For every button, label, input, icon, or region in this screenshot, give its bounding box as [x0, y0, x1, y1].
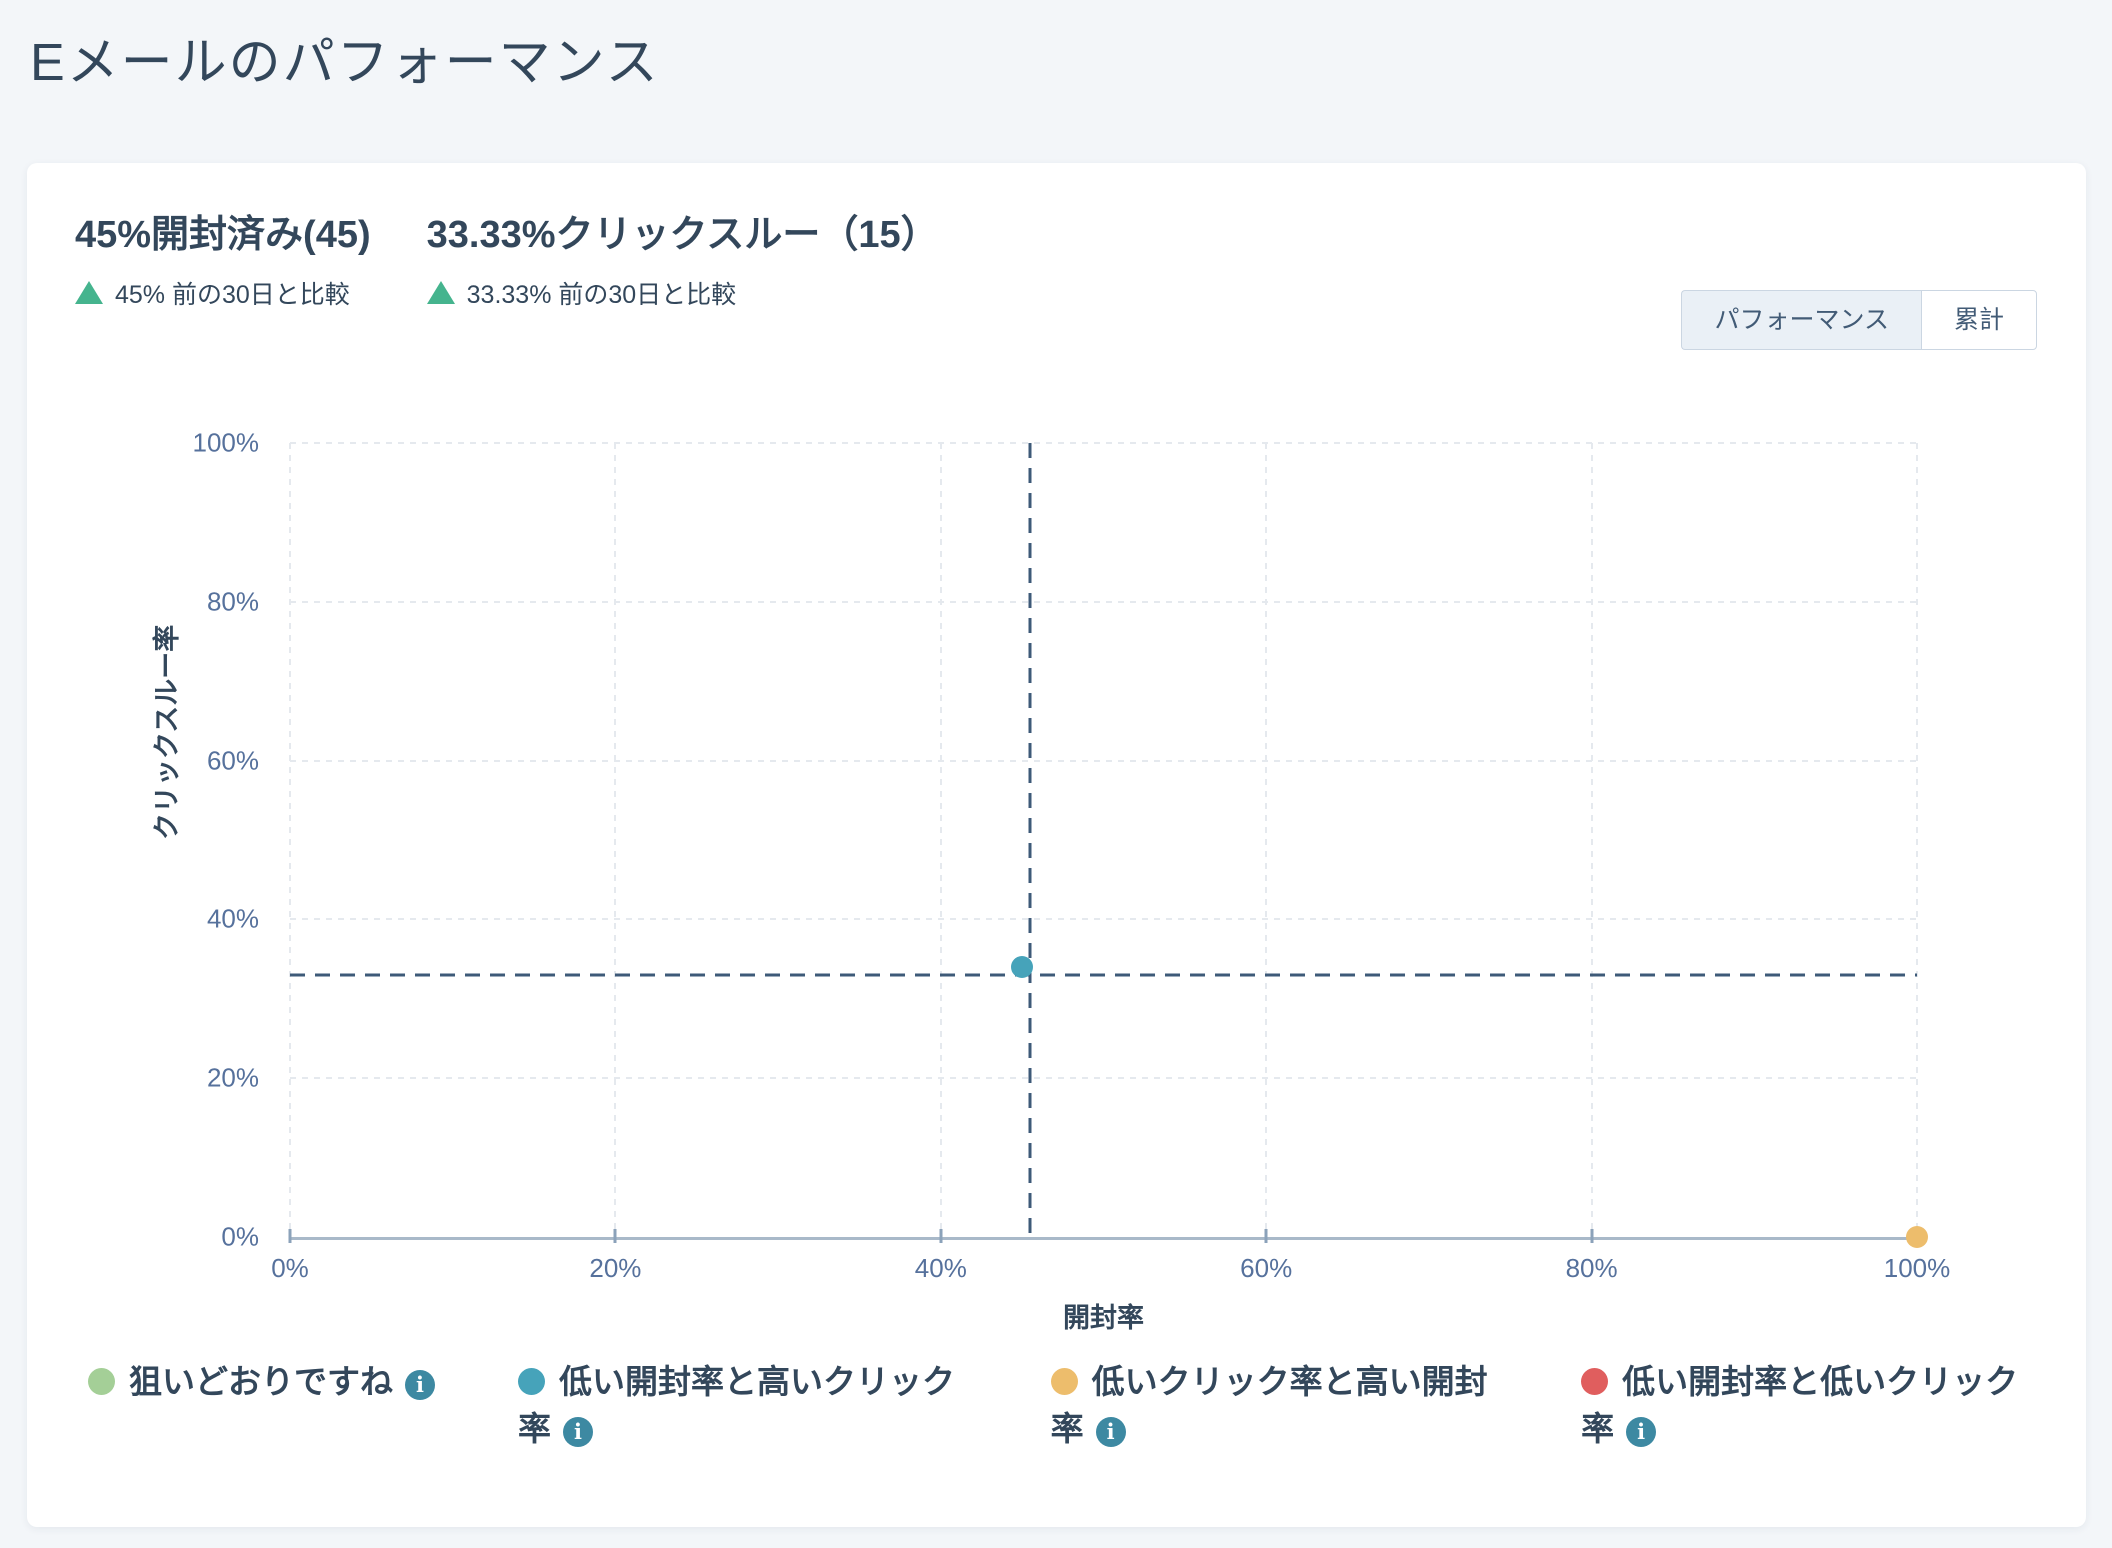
info-icon[interactable]: i [1095, 1416, 1126, 1447]
x-tick-label: 100% [1883, 1253, 1951, 1283]
x-tick-label: 20% [589, 1253, 642, 1283]
info-icon[interactable]: i [1626, 1416, 1657, 1447]
x-axis-title: 開封率 [1063, 1303, 1144, 1333]
x-axis-tickmark [613, 1229, 617, 1243]
legend-label: 低い開封率と低いクリック率 [1581, 1363, 2019, 1447]
legend-item[interactable]: 低い開封率と低いクリック率 i [1581, 1359, 2046, 1453]
stat-clickthrough-rate-comparison: 33.33% 前の30日と比較 [426, 275, 939, 311]
plot-area [288, 442, 1928, 1248]
y-tick-label: 40% [206, 903, 259, 934]
y-tick-label: 60% [206, 745, 259, 776]
y-tick-label: 80% [206, 586, 259, 617]
vertical-gridline [614, 443, 617, 1237]
legend-item[interactable]: 低いクリック率と高い開封率 i [1050, 1359, 1582, 1453]
toggle-cumulative-button[interactable]: 累計 [1920, 290, 2037, 350]
y-tick-label: 100% [192, 427, 260, 458]
legend-item[interactable]: 低い開封率と高いクリック率 i [518, 1359, 1051, 1453]
x-axis-tickmark [939, 1229, 943, 1243]
legend-label: 低いクリック率と高い開封率 [1050, 1363, 1488, 1447]
x-tick-label: 80% [1565, 1253, 1618, 1283]
view-toggle: パフォーマンス 累計 [1681, 290, 2037, 350]
y-tick-label: 0% [221, 1221, 259, 1252]
average-clickthrough-rate-crosshair-line [290, 973, 1917, 977]
stat-open-rate-value: 45%開封済み(45) [75, 214, 371, 256]
stat-open-rate-comparison-text: 45% 前の30日と比較 [115, 280, 350, 309]
vertical-gridline [1590, 443, 1593, 1237]
horizontal-gridline [290, 442, 1917, 444]
average-open-rate-crosshair-line [1028, 443, 1032, 1237]
x-axis-tickmark [1590, 1229, 1594, 1243]
horizontal-gridline [290, 600, 1917, 603]
trend-up-triangle-icon [75, 281, 103, 305]
horizontal-gridline [290, 918, 1917, 921]
legend-item[interactable]: 狙いどおりですね i [88, 1359, 518, 1406]
vertical-gridline [1265, 443, 1268, 1237]
toggle-performance-button[interactable]: パフォーマンス [1681, 290, 1921, 350]
x-axis-tickmark [1264, 1229, 1268, 1243]
stat-clickthrough-rate-value: 33.33%クリックスルー（15） [426, 214, 939, 256]
x-tick-label: 40% [914, 1253, 967, 1283]
legend-dot-icon [1581, 1368, 1609, 1395]
email-performance-card: 45%開封済み(45) 45% 前の30日と比較 33.33%クリックスルー（1… [27, 163, 2086, 1527]
scatter-data-point[interactable] [1011, 956, 1034, 979]
info-icon[interactable]: i [405, 1370, 435, 1400]
stat-open-rate-comparison: 45% 前の30日と比較 [75, 275, 371, 311]
legend-dot-icon [1050, 1368, 1078, 1395]
x-axis-tickmark [288, 1229, 292, 1243]
chart-legend: 狙いどおりですね i 低い開封率と高いクリック率 i 低いクリック率と高い開封率 i 低い開… [88, 1359, 2046, 1453]
stat-clickthrough-rate-comparison-text: 33.33% 前の30日と比較 [466, 280, 737, 309]
legend-dot-icon [88, 1368, 115, 1395]
legend-dot-icon [518, 1368, 546, 1395]
x-tick-label: 60% [1240, 1253, 1293, 1283]
stat-clickthrough-rate: 33.33%クリックスルー（15） 33.33% 前の30日と比較 [426, 214, 939, 311]
horizontal-gridline [290, 759, 1917, 762]
vertical-gridline [289, 443, 291, 1237]
stat-open-rate: 45%開封済み(45) 45% 前の30日と比較 [75, 214, 371, 311]
legend-label: 狙いどおりですね [129, 1363, 393, 1400]
trend-up-triangle-icon [426, 281, 455, 305]
scatter-data-point[interactable] [1906, 1226, 1928, 1248]
x-axis-tick-labels: 0% 20% 40% 60% 80% 100% [271, 1253, 1950, 1287]
vertical-gridline [939, 443, 942, 1237]
page-title: Eメールのパフォーマンス [30, 34, 660, 92]
y-tick-label: 20% [206, 1062, 259, 1093]
x-tick-label: 0% [271, 1253, 309, 1283]
horizontal-gridline [290, 1077, 1917, 1080]
y-axis-tick-labels: 0% 20% 40% 60% 80% 100% [87, 428, 260, 1252]
stats-row: 45%開封済み(45) 45% 前の30日と比較 33.33%クリックスルー（1… [75, 214, 939, 311]
info-icon[interactable]: i [563, 1416, 594, 1447]
legend-label: 低い開封率と高いクリック率 [518, 1363, 956, 1447]
vertical-gridline [1916, 443, 1918, 1237]
